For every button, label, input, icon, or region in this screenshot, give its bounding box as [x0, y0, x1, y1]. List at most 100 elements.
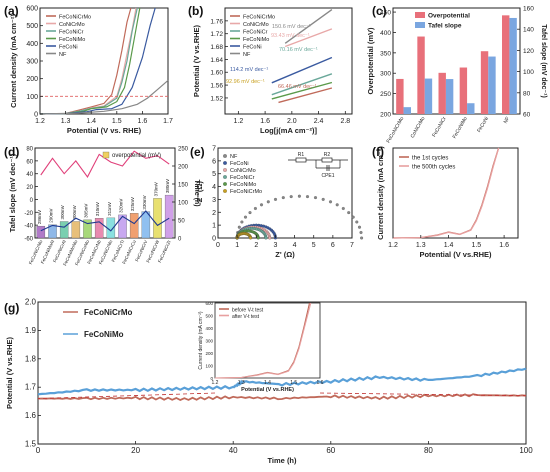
panel-d-ytick-label: -60 [24, 237, 33, 243]
panel-a-legend-label: CoNiCrMo [59, 22, 85, 28]
panel-e-point-NF [253, 207, 257, 211]
panel-e-ytick-label: 3 [212, 197, 216, 204]
panel-e-legend-label: FeCoNiCrMo [230, 189, 262, 195]
panel-a-ytick-label: 500 [26, 23, 38, 30]
panel-b-legend-label: FeCoNiCrMo [243, 15, 275, 21]
panel-e-point-NF [355, 220, 359, 224]
panel-g-ytick-label: 1.8 [25, 354, 37, 363]
panel-e-ytick-label: 7 [212, 146, 216, 153]
panel-e-xtick-label: 6 [331, 242, 335, 249]
panel-e-point-NF [274, 197, 278, 201]
panel-g-inset-ytick-label: 100 [205, 363, 213, 368]
panel-g-ytick-label: 1.7 [25, 383, 37, 392]
panel-b-xtick-label: 2.8 [340, 118, 350, 125]
panel-d-bar-label: 311mV [107, 202, 112, 216]
panel-a-xtick-label: 1.7 [163, 118, 173, 125]
panel-d-right-ytick-label: 250 [178, 147, 189, 153]
panel-f-xlabel: Potential (V vs.RHE) [419, 250, 492, 259]
panel-e-xtick-label: 7 [350, 242, 354, 249]
panel-c-right-ytick-label: 100 [523, 69, 534, 76]
panel-d-right-ytick-label: 100 [178, 201, 189, 207]
panel-c-bar-tafel [467, 103, 475, 114]
panel-g-xtick-label: 60 [326, 446, 335, 455]
panel-c-bar-tafel [488, 56, 496, 114]
panel-b-series-CoNiCrMo [284, 28, 333, 48]
panel-b-slope-annotation: 66.46 mV dec⁻¹ [278, 84, 317, 90]
panel-g-inset-xtick-label: 1.2 [212, 380, 219, 386]
panel-e-legend-marker [223, 168, 227, 172]
panel-b-ytick-label: 1.52 [210, 95, 223, 102]
panel-d-bar [83, 219, 92, 239]
panel-e-point-NF [281, 196, 285, 200]
panel-d-bar-label: 300mV [60, 205, 65, 219]
panel-c-frame [392, 7, 521, 115]
panel-e-circuit-r2 [321, 157, 333, 163]
panel-g-inset-legend-label: before V-t test [232, 308, 264, 314]
panel-b-slope-annotation: 93.43 mV dec⁻¹ [271, 33, 310, 39]
panel-d-bar-label: 330mV [142, 195, 147, 209]
panel-c-bar-overpotential [502, 15, 510, 114]
panel-e-legend-label: FeCoNiMo [230, 182, 256, 188]
panel-d-right-ytick-label: 50 [178, 219, 185, 225]
panel-d-y2label: Time (h) [193, 179, 200, 206]
panel-g-series-FeCoNiCrMo [37, 393, 527, 401]
panel-c-ytick-label: 450 [380, 10, 391, 17]
panel-e-frame [217, 147, 353, 239]
panel-a-ytick-label: 200 [26, 76, 38, 83]
panel-c-category-label: FeCoNiCrMo [386, 116, 406, 144]
panel-c-category-label: FeCoNiCr [431, 116, 447, 139]
panel-e-legend-marker [223, 154, 227, 158]
panel-d-bar [118, 214, 127, 239]
panel-e-point-NF [237, 225, 241, 229]
panel-c-bar-overpotential [396, 78, 404, 114]
panel-e-point-NF [347, 211, 351, 215]
panel-c-ytick-label: 400 [380, 30, 391, 37]
panel-c-ytick-label: 200 [380, 112, 391, 119]
panel-e-ylabel: -Z'' (Ω) [195, 181, 204, 205]
panel-b-series-FeCoNiMo [271, 81, 333, 100]
panel-g-inset-xtick-label: 1.5 [290, 380, 297, 386]
panel-a-series-NF [39, 79, 169, 115]
panel-c-category-label: NF [503, 116, 512, 125]
panel-b-series-FeCoNi [271, 56, 333, 84]
panel-d-ytick-label: -40 [24, 224, 33, 230]
panel-c-ytick-label: 250 [380, 91, 391, 98]
panel-c-bar-tafel [424, 78, 433, 114]
panel-e-legend-marker [223, 161, 227, 165]
panel-g-xtick-label: 40 [229, 446, 238, 455]
panel-b-series-FeCoNiCrMo [278, 87, 333, 104]
panel-a-legend-label: FeCoNiCrMo [59, 15, 91, 21]
panel-c-y2label: Tafel slope (mV dec⁻¹) [540, 24, 547, 98]
panel-e-legend-label: CoNiCrMo [230, 168, 256, 174]
panel-b-ytick-label: 1.76 [210, 18, 223, 25]
panel-b-ytick-label: 1.64 [210, 57, 223, 64]
panel-b-xtick-label: 1.2 [234, 118, 244, 125]
panel-d-ytick-label: -20 [24, 211, 33, 217]
panel-g-inset-xtick-label: 1.6 [317, 380, 324, 386]
panel-d-bar [71, 221, 81, 239]
panel-g-xtick-label: 20 [131, 446, 140, 455]
panel-d-ylabel: Tafel slope (mV dec⁻¹) [8, 153, 17, 232]
panel-g-ytick-label: 1.9 [25, 326, 37, 335]
panel-e-point-NF [360, 236, 364, 240]
panel-e-point-NF [260, 203, 264, 207]
panel-g-inset-ytick-label: 200 [205, 351, 213, 356]
panel-b-series-FeCoNiCr [271, 73, 333, 96]
panel-e-circuit-label: R2 [324, 152, 331, 158]
panel-d-tag: (d) [4, 145, 19, 159]
panel-d-ytick-label: 20 [26, 185, 33, 191]
panel-a-ytick-label: 0 [34, 112, 38, 119]
panel-e-point-NF [248, 211, 252, 215]
panel-a-ytick-label: 100 [26, 94, 38, 101]
panel-g-xtick-label: 80 [424, 446, 433, 455]
panel-f-ylabel: Current density (mA cm⁻²) [376, 146, 385, 240]
panel-e-legend-label: FeCoNiCr [230, 175, 255, 181]
panel-g-legend-label: FeCoNiMo [84, 330, 124, 339]
panel-a-ytick-label: 600 [26, 6, 38, 13]
panel-e-circuit-label: CPE1 [321, 173, 334, 179]
panel-g-inset-ytick-label: 500 [205, 313, 213, 318]
panel-d-bar-label: 286mV [37, 210, 42, 224]
panel-a-xtick-label: 1.6 [138, 118, 148, 125]
panel-d-bar-label: 305mV [84, 204, 89, 218]
